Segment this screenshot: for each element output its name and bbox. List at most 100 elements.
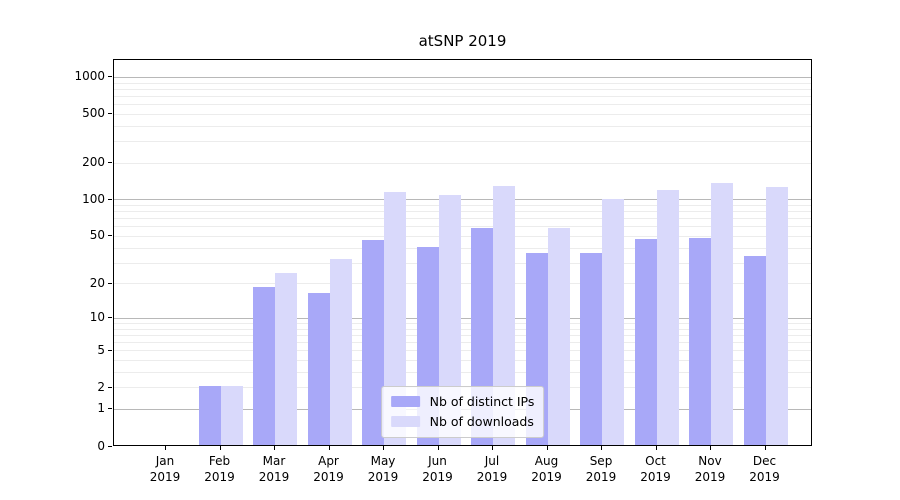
x-tick-mark bbox=[328, 445, 330, 450]
x-tick-mark bbox=[274, 445, 275, 450]
x-tick-label: Jun 2019 bbox=[422, 453, 453, 485]
x-tick-mark bbox=[437, 445, 439, 450]
legend-label-downloads: Nb of downloads bbox=[429, 414, 534, 429]
bar-downloads bbox=[711, 182, 733, 445]
y-tick-mark bbox=[108, 76, 112, 78]
x-tick-label: Aug 2019 bbox=[531, 453, 562, 485]
x-tick-mark bbox=[383, 445, 384, 450]
x-tick-mark bbox=[601, 445, 602, 450]
gridline-minor bbox=[114, 328, 811, 330]
legend-label-distinct-ips: Nb of distinct IPs bbox=[429, 394, 535, 409]
y-tick-label: 1 bbox=[97, 401, 105, 416]
x-tick-mark bbox=[655, 445, 657, 450]
bar-downloads bbox=[384, 191, 406, 445]
legend-swatch-downloads bbox=[390, 416, 420, 427]
x-tick-label: Feb 2019 bbox=[204, 453, 235, 485]
gridline-minor bbox=[114, 342, 811, 344]
gridline-minor bbox=[114, 125, 811, 127]
x-tick-label: Jul 2019 bbox=[476, 453, 508, 485]
gridline-minor bbox=[114, 334, 811, 336]
gridline-minor bbox=[114, 371, 811, 373]
bar-downloads bbox=[275, 272, 297, 445]
y-tick-label: 1000 bbox=[74, 69, 105, 84]
legend-swatch-distinct-ips bbox=[390, 396, 420, 407]
y-tick-mark bbox=[108, 317, 112, 319]
x-tick-label: Nov 2019 bbox=[694, 453, 726, 485]
y-tick-label: 20 bbox=[89, 275, 105, 290]
bar-downloads bbox=[220, 385, 243, 445]
gridline-minor bbox=[114, 360, 811, 362]
y-tick-label: 100 bbox=[82, 191, 105, 206]
x-tick-mark bbox=[710, 445, 711, 450]
y-tick-mark bbox=[108, 113, 112, 115]
gridline-minor bbox=[114, 82, 811, 84]
gridline-minor bbox=[114, 104, 811, 106]
gridline-minor bbox=[114, 162, 811, 164]
bar-distinct-ips bbox=[307, 293, 330, 445]
bar-downloads bbox=[765, 187, 788, 445]
gridline-major bbox=[114, 199, 811, 201]
x-tick-mark bbox=[492, 445, 493, 450]
bar-downloads bbox=[329, 259, 352, 445]
bar-distinct-ips bbox=[253, 287, 275, 445]
gridline-minor bbox=[114, 350, 811, 352]
bar-downloads bbox=[493, 186, 515, 445]
y-tick-label: 5 bbox=[97, 342, 105, 357]
legend-item-distinct-ips: Nb of distinct IPs bbox=[390, 392, 535, 412]
y-tick-mark bbox=[108, 235, 112, 237]
gridline-minor bbox=[114, 226, 811, 228]
y-tick-mark bbox=[108, 162, 112, 164]
bar-distinct-ips bbox=[689, 237, 711, 445]
gridline-minor bbox=[114, 113, 811, 115]
y-tick-label: 200 bbox=[82, 155, 105, 170]
bar-distinct-ips bbox=[580, 253, 602, 445]
y-tick-label: 500 bbox=[82, 106, 105, 121]
gridline-minor bbox=[114, 218, 811, 220]
chart-title: atSNP 2019 bbox=[418, 32, 507, 50]
gridline-major bbox=[114, 76, 811, 78]
gridline-minor bbox=[114, 95, 811, 97]
gridline-minor bbox=[114, 141, 811, 143]
bar-downloads bbox=[602, 199, 624, 445]
plot-area: Nb of distinct IPs Nb of downloads bbox=[113, 59, 812, 446]
x-tick-mark bbox=[165, 445, 166, 450]
gridline-minor bbox=[114, 262, 811, 264]
gridline-minor bbox=[114, 283, 811, 285]
y-tick-label: 50 bbox=[89, 228, 105, 243]
x-tick-label: Dec 2019 bbox=[749, 453, 780, 485]
y-tick-mark bbox=[108, 282, 112, 284]
y-tick-mark bbox=[108, 386, 112, 388]
y-tick-label: 0 bbox=[97, 438, 105, 453]
legend: Nb of distinct IPs Nb of downloads bbox=[380, 385, 545, 438]
gridline-major bbox=[114, 317, 811, 319]
bar-downloads bbox=[438, 194, 461, 445]
gridline-minor bbox=[114, 323, 811, 324]
bar-downloads bbox=[547, 227, 570, 445]
x-tick-label: Apr 2019 bbox=[313, 453, 344, 485]
x-tick-mark bbox=[546, 445, 548, 450]
x-tick-mark bbox=[219, 445, 221, 450]
y-tick-label: 2 bbox=[97, 379, 105, 394]
y-tick-label: 10 bbox=[89, 310, 105, 325]
bar-distinct-ips bbox=[743, 256, 766, 445]
y-tick-mark bbox=[108, 349, 112, 351]
bar-distinct-ips bbox=[362, 239, 384, 445]
legend-item-downloads: Nb of downloads bbox=[390, 412, 535, 432]
bar-distinct-ips bbox=[198, 385, 221, 445]
gridline-minor bbox=[114, 235, 811, 237]
bar-downloads bbox=[656, 189, 679, 445]
gridline-minor bbox=[114, 205, 811, 207]
gridline-minor bbox=[114, 247, 811, 249]
y-tick-mark bbox=[108, 445, 112, 447]
y-tick-mark bbox=[108, 408, 112, 410]
gridline-minor bbox=[114, 88, 811, 90]
x-tick-label: Jan 2019 bbox=[149, 453, 181, 485]
x-tick-label: Oct 2019 bbox=[640, 453, 671, 485]
bar-distinct-ips bbox=[634, 238, 657, 445]
y-tick-mark bbox=[108, 198, 112, 200]
x-tick-mark bbox=[764, 445, 766, 450]
x-tick-label: Sep 2019 bbox=[585, 453, 617, 485]
x-tick-label: May 2019 bbox=[367, 453, 399, 485]
x-tick-label: Mar 2019 bbox=[258, 453, 290, 485]
